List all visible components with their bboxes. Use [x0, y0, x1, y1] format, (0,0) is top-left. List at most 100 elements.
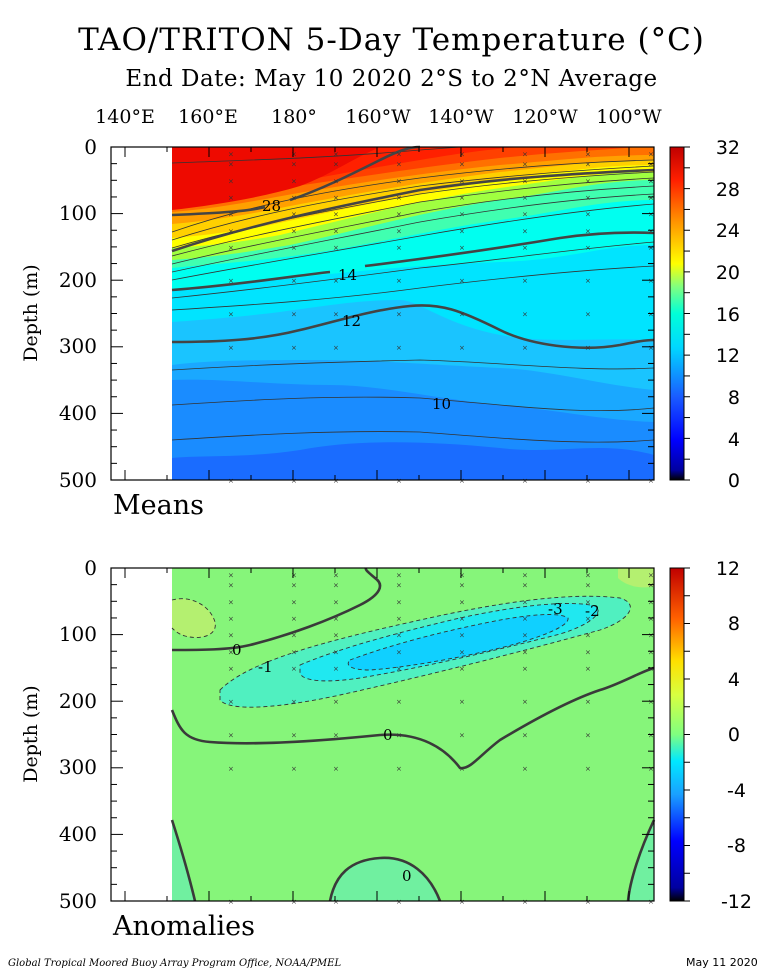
- mooring-marker: ×: [585, 227, 591, 235]
- mooring-marker: ×: [459, 572, 465, 580]
- mooring-marker: ×: [459, 582, 465, 590]
- mooring-marker: ×: [228, 344, 234, 352]
- mooring-marker: ×: [333, 632, 339, 640]
- colorbar-label: 8: [728, 387, 740, 409]
- colorbar-label: -8: [727, 835, 746, 857]
- chart-subtitle: End Date: May 10 2020 2°S to 2°N Average: [125, 66, 658, 92]
- mooring-marker: ×: [333, 732, 339, 740]
- mooring-marker: ×: [333, 244, 339, 252]
- mooring-marker: ×: [459, 598, 465, 606]
- isotherm-line: [171, 193, 655, 273]
- mooring-marker: ×: [228, 277, 234, 285]
- mooring-marker: ×: [459, 151, 465, 159]
- mooring-marker: ×: [333, 344, 339, 352]
- mooring-marker: ×: [522, 344, 528, 352]
- mooring-marker: ×: [648, 898, 654, 906]
- mooring-marker: ×: [459, 311, 465, 319]
- colorbar-label: 12: [716, 345, 740, 367]
- mooring-marker: ×: [396, 311, 402, 319]
- mooring-marker: ×: [396, 477, 402, 485]
- mooring-marker: ×: [396, 344, 402, 352]
- mooring-marker: ×: [228, 648, 234, 656]
- isotherm-line: [171, 185, 655, 265]
- isotherm-12: [171, 304, 655, 350]
- mooring-marker: ×: [522, 151, 528, 159]
- mooring-marker: ×: [396, 698, 402, 706]
- colorbar-label: 20: [716, 262, 740, 284]
- mooring-marker: ×: [291, 311, 297, 319]
- mooring-marker: ×: [291, 227, 297, 235]
- contour-label: -1: [258, 658, 273, 676]
- mooring-marker: ×: [585, 582, 591, 590]
- mooring-marker: ×: [333, 151, 339, 159]
- mooring-marker: ×: [522, 648, 528, 656]
- mooring-markers: × × × × × × × × × × × × × × × × × × × × × × × × × × × × × × × × × × × × × × × ×…: [228, 572, 654, 906]
- anomaly-contour-0: [170, 666, 655, 770]
- mooring-marker: ×: [522, 598, 528, 606]
- mooring-marker: ×: [396, 632, 402, 640]
- mooring-marker: ×: [333, 477, 339, 485]
- mooring-marker: ×: [396, 244, 402, 252]
- mooring-marker: ×: [585, 211, 591, 219]
- mooring-marker: ×: [228, 227, 234, 235]
- axis-ticks: [111, 146, 654, 481]
- mooring-marker: ×: [648, 698, 654, 706]
- mooring-marker: ×: [333, 615, 339, 623]
- contour-label: -3: [548, 600, 563, 618]
- mooring-marker: ×: [291, 598, 297, 606]
- longitude-label: 160°E: [178, 106, 238, 128]
- mooring-marker: ×: [396, 615, 402, 623]
- mooring-marker: ×: [522, 311, 528, 319]
- mooring-marker: ×: [333, 572, 339, 580]
- mooring-marker: ×: [291, 615, 297, 623]
- mooring-marker: ×: [291, 277, 297, 285]
- mooring-marker: ×: [648, 732, 654, 740]
- mooring-marker: ×: [648, 311, 654, 319]
- mooring-marker: ×: [291, 582, 297, 590]
- mooring-marker: ×: [333, 277, 339, 285]
- colorbar-label: 12: [716, 558, 740, 580]
- panel-label-anomalies: Anomalies: [112, 911, 255, 942]
- y-tick-label: 500: [59, 468, 97, 492]
- footer-credit: Global Tropical Moored Buoy Array Progra…: [8, 958, 342, 969]
- mooring-marker: ×: [585, 765, 591, 773]
- mooring-marker: ×: [585, 648, 591, 656]
- mooring-marker: ×: [333, 698, 339, 706]
- mooring-marker: ×: [228, 598, 234, 606]
- mooring-marker: ×: [648, 161, 654, 169]
- mooring-marker: ×: [648, 598, 654, 606]
- mooring-marker: ×: [333, 177, 339, 185]
- mooring-marker: ×: [522, 211, 528, 219]
- anomaly-contour-0: [328, 856, 442, 902]
- mooring-marker: ×: [396, 572, 402, 580]
- mooring-marker: ×: [585, 344, 591, 352]
- colorbar-temperature: [669, 146, 685, 481]
- mooring-marker: ×: [648, 151, 654, 159]
- anomaly-layer: [348, 614, 569, 670]
- footer-date: May 11 2020: [686, 956, 758, 969]
- y-tick-label: 0: [84, 135, 97, 159]
- means-layer: [172, 147, 380, 210]
- isotherm-line: [171, 359, 655, 371]
- mooring-marker: ×: [522, 477, 528, 485]
- longitude-label: 120°W: [512, 106, 578, 128]
- mooring-marker: ×: [522, 732, 528, 740]
- mooring-marker: ×: [522, 615, 528, 623]
- longitude-label: 140°W: [428, 106, 494, 128]
- mooring-marker: ×: [291, 177, 297, 185]
- isotherm-line: [171, 396, 655, 412]
- mooring-marker: ×: [522, 161, 528, 169]
- mooring-marker: ×: [522, 177, 528, 185]
- mooring-marker: ×: [648, 582, 654, 590]
- y-tick-label: 100: [59, 201, 97, 225]
- y-tick-label: 200: [59, 268, 97, 292]
- mooring-marker: ×: [459, 477, 465, 485]
- mooring-marker: ×: [228, 632, 234, 640]
- mooring-marker: ×: [228, 615, 234, 623]
- colorbar-label: 0: [728, 724, 740, 746]
- anomaly-layer: [628, 820, 654, 901]
- mooring-marker: ×: [459, 632, 465, 640]
- mooring-marker: ×: [291, 161, 297, 169]
- means-panel: 28 14 12 10 ××××××××××××××××××××××××××××…: [20, 135, 740, 521]
- mooring-marker: ×: [228, 151, 234, 159]
